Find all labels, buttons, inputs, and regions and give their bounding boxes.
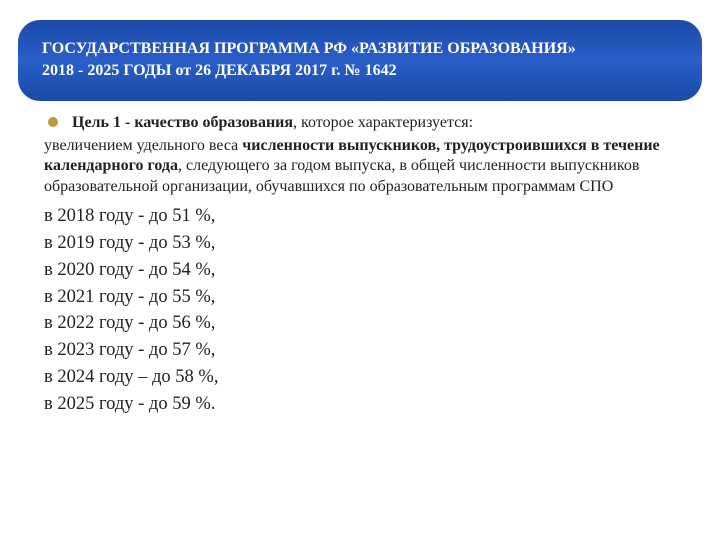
header-line-1: ГОСУДАРСТВЕННАЯ ПРОГРАММА РФ «РАЗВИТИЕ О… — [42, 38, 678, 60]
slide: ГОСУДАРСТВЕННАЯ ПРОГРАММА РФ «РАЗВИТИЕ О… — [0, 20, 720, 540]
goal-line: Цель 1 - качество образования, которое х… — [44, 113, 682, 133]
goal-desc-pre: увеличением удельного веса — [44, 137, 242, 154]
year-target: в 2024 году – до 58 %, — [44, 364, 682, 391]
header-line-2: 2018 - 2025 ГОДЫ от 26 ДЕКАБРЯ 2017 г. №… — [42, 60, 678, 82]
year-target: в 2019 году - до 53 %, — [44, 230, 682, 257]
bullet-icon — [48, 117, 58, 127]
goal-lead-bold: Цель 1 - качество образования — [72, 114, 293, 131]
year-target: в 2025 году - до 59 %. — [44, 391, 682, 418]
year-target: в 2020 году - до 54 %, — [44, 257, 682, 284]
year-target: в 2022 году - до 56 %, — [44, 310, 682, 337]
year-target: в 2023 году - до 57 %, — [44, 337, 682, 364]
body-content: Цель 1 - качество образования, которое х… — [0, 101, 720, 417]
year-target: в 2018 году - до 51 %, — [44, 203, 682, 230]
header-banner: ГОСУДАРСТВЕННАЯ ПРОГРАММА РФ «РАЗВИТИЕ О… — [18, 20, 702, 101]
year-target-list: в 2018 году - до 51 %, в 2019 году - до … — [44, 203, 682, 418]
goal-description: увеличением удельного веса численности в… — [44, 136, 682, 197]
year-target: в 2021 году - до 55 %, — [44, 284, 682, 311]
goal-lead-tail: , которое характеризуется: — [293, 114, 473, 131]
